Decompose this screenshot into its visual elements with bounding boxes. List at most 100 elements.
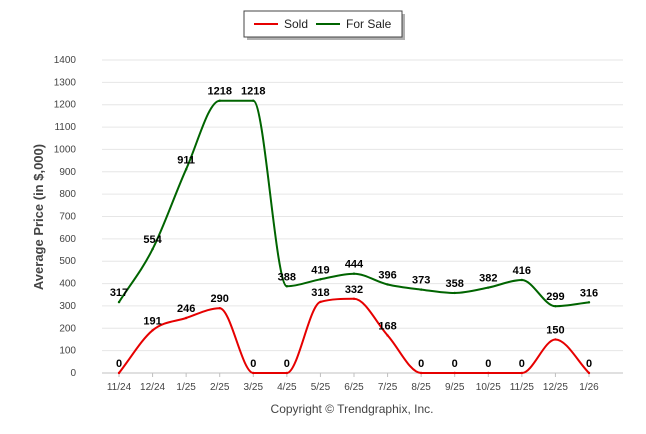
- data-point-for-sale: [453, 291, 456, 295]
- data-label-sold: 0: [418, 358, 424, 370]
- data-point-sold: [386, 334, 389, 337]
- x-tick-label: 2/25: [210, 382, 230, 393]
- x-tick-label: 6/25: [344, 382, 364, 393]
- x-tick-label: 4/25: [277, 382, 297, 393]
- data-point-for-sale: [520, 278, 524, 282]
- data-point-sold: [554, 338, 557, 341]
- data-label-for-sale: 1218: [241, 86, 265, 98]
- data-point-for-sale: [386, 283, 389, 286]
- data-point-for-sale: [319, 278, 322, 281]
- data-label-for-sale: 416: [513, 265, 531, 277]
- x-tick-label: 10/25: [476, 382, 501, 393]
- y-tick-label: 1000: [54, 144, 77, 155]
- data-point-sold: [453, 371, 456, 375]
- data-point-for-sale: [285, 285, 289, 288]
- x-tick-label: 1/26: [579, 382, 599, 393]
- data-labels: 0 191 246 290 0 0 318 332 168 0 0 0 0 150 0 317 554 911 12…: [110, 86, 598, 370]
- gridlines: [102, 59, 623, 352]
- y-tick-label: 100: [59, 346, 76, 357]
- y-tick-labels: 0 100 200 300 400 500 600 700 800 900 1000 1100 1200…: [54, 55, 77, 379]
- data-label-for-sale: 373: [412, 275, 430, 287]
- series-line-for-sale: [118, 99, 590, 308]
- data-label-for-sale: 911: [177, 154, 195, 166]
- data-label-sold: 0: [586, 358, 592, 370]
- x-tick-label: 7/25: [378, 382, 398, 393]
- data-label-sold: 168: [378, 320, 396, 332]
- data-label-for-sale: 1218: [207, 86, 231, 98]
- y-tick-label: 300: [59, 301, 76, 312]
- y-tick-label: 700: [59, 212, 76, 223]
- data-point-sold: [117, 371, 121, 375]
- data-label-sold: 318: [311, 287, 329, 299]
- data-label-for-sale: 317: [110, 287, 128, 299]
- data-point-sold: [184, 316, 188, 320]
- data-point-for-sale: [218, 99, 221, 102]
- data-point-sold: [419, 371, 423, 375]
- data-point-for-sale: [419, 288, 423, 291]
- data-label-for-sale: 299: [546, 291, 564, 303]
- data-label-sold: 0: [519, 358, 525, 370]
- x-tick-label: 11/24: [107, 382, 132, 393]
- y-tick-label: 1400: [54, 55, 77, 66]
- data-label-sold: 0: [116, 358, 122, 370]
- data-point-sold: [218, 306, 221, 310]
- data-point-sold: [151, 329, 154, 332]
- x-tick-label: 5/25: [311, 382, 331, 393]
- y-tick-label: 0: [70, 368, 76, 379]
- legend: Sold For Sale: [243, 10, 405, 40]
- y-tick-label: 500: [59, 256, 76, 267]
- y-tick-label: 600: [59, 234, 76, 245]
- data-label-for-sale: 316: [580, 287, 598, 299]
- data-label-for-sale: 554: [143, 234, 162, 246]
- series-line-sold: [118, 297, 590, 374]
- x-tick-label: 3/25: [244, 382, 264, 393]
- legend-label-sold: Sold: [284, 17, 308, 31]
- series-lines: [117, 99, 591, 375]
- data-label-sold: 191: [143, 315, 161, 327]
- x-tick-label: 9/25: [445, 382, 465, 393]
- data-point-sold: [352, 297, 356, 300]
- y-tick-label: 800: [59, 189, 76, 200]
- y-tick-label: 400: [59, 279, 76, 290]
- data-label-sold: 332: [345, 284, 363, 296]
- data-point-for-sale: [151, 247, 154, 251]
- data-label-sold: 246: [177, 303, 195, 315]
- y-tick-label: 1200: [54, 100, 77, 111]
- data-point-sold: [319, 300, 322, 304]
- data-label-sold: 150: [546, 324, 564, 336]
- data-point-sold: [520, 371, 524, 375]
- y-tick-label: 200: [59, 323, 76, 334]
- data-label-for-sale: 444: [345, 259, 364, 271]
- data-point-sold: [252, 371, 255, 375]
- data-label-for-sale: 388: [278, 271, 296, 283]
- axes: [102, 372, 623, 377]
- data-label-for-sale: 396: [378, 269, 396, 281]
- x-tick-label: 1/25: [176, 382, 196, 393]
- data-point-for-sale: [487, 286, 490, 289]
- x-tick-labels: 11/24 12/24 1/25 2/25 3/25 4/25 5/25 6/25 7/25 8/…: [107, 382, 599, 393]
- data-point-for-sale: [117, 300, 121, 304]
- data-label-sold: 0: [485, 358, 491, 370]
- data-label-sold: 0: [284, 358, 290, 370]
- x-tick-label: 11/25: [510, 382, 535, 393]
- copyright-caption: Copyright © Trendgraphix, Inc.: [271, 402, 434, 416]
- data-point-sold: [587, 371, 591, 375]
- data-point-for-sale: [352, 272, 356, 275]
- data-point-sold: [487, 371, 490, 375]
- data-point-for-sale: [252, 99, 255, 102]
- data-label-sold: 0: [250, 358, 256, 370]
- x-tick-label: 12/25: [543, 382, 568, 393]
- data-point-for-sale: [184, 168, 188, 171]
- x-tick-label: 8/25: [411, 382, 431, 393]
- data-label-sold: 0: [452, 358, 458, 370]
- x-tick-label: 12/24: [140, 382, 165, 393]
- data-point-for-sale: [587, 301, 591, 304]
- data-label-sold: 290: [211, 293, 229, 305]
- data-point-for-sale: [554, 304, 557, 308]
- legend-label-for-sale: For Sale: [346, 17, 392, 31]
- data-label-for-sale: 419: [311, 264, 329, 276]
- y-tick-label: 900: [59, 167, 76, 178]
- y-tick-label: 1100: [54, 122, 76, 133]
- data-label-for-sale: 382: [479, 273, 497, 285]
